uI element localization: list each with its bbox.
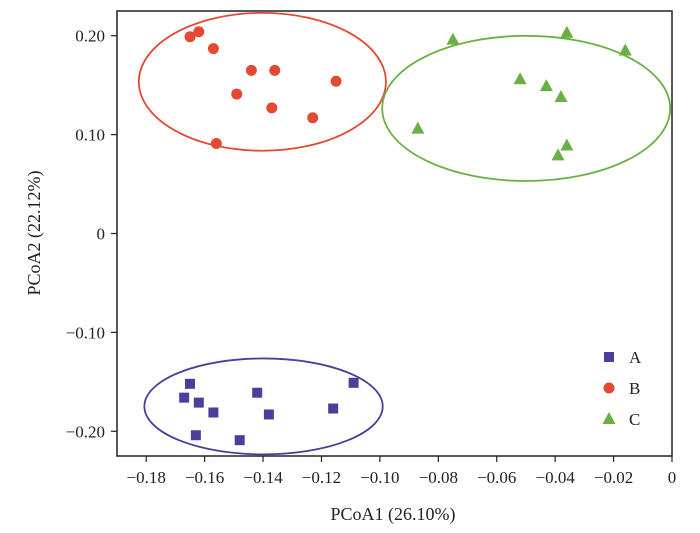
y-tick-label: 0.20 [75,27,105,46]
x-tick-label: −0.08 [419,468,458,487]
x-tick-label: −0.12 [302,468,341,487]
y-tick-label: −0.10 [66,323,105,342]
legend: ABC [602,348,642,429]
legend-label-a: A [629,348,642,367]
point-a [328,403,339,414]
point-c [560,138,574,151]
point-a [185,378,196,389]
y-tick-label: 0.10 [75,126,105,145]
x-tick-label: −0.14 [243,468,283,487]
point-a [190,430,201,441]
legend-label-b: B [629,379,640,398]
point-a [193,397,204,408]
point-a [179,392,190,403]
point-a [348,377,359,388]
point-b [184,31,196,43]
y-tick-label: 0 [97,225,106,244]
x-tick-label: −0.16 [185,468,224,487]
point-c [411,121,425,134]
point-b [307,112,319,124]
point-a [234,435,245,446]
point-c [446,32,460,45]
point-b [266,102,278,114]
point-b [330,75,342,87]
x-tick-label: −0.10 [360,468,399,487]
x-tick-label: 0 [668,468,677,487]
legend-marker-b [603,382,615,394]
point-c [560,25,574,38]
y-tick-label: −0.20 [66,422,105,441]
ellipse-c [381,34,672,182]
point-c [539,79,553,92]
point-c [618,43,632,56]
point-c [513,72,527,85]
point-a [252,387,263,398]
x-tick-label: −0.06 [477,468,516,487]
point-b [245,64,257,76]
point-a [263,409,274,420]
point-a [208,407,219,418]
x-tick-label: −0.18 [127,468,166,487]
ellipse-b [137,11,387,152]
point-b [231,88,243,100]
point-b [207,43,219,55]
x-tick-label: −0.02 [594,468,633,487]
point-c [551,148,565,161]
legend-marker-a [604,352,614,362]
y-axis: 0.20 0.10 0 −0.10 −0.20 [66,27,117,441]
point-b [193,26,205,38]
x-axis: −0.18 −0.16 −0.14 −0.12 −0.10 −0.08 −0.06 −0.04… [127,456,677,487]
point-c [554,90,568,103]
legend-label-c: C [629,410,640,429]
plot-area [116,10,673,457]
ellipse-a [143,357,384,456]
y-axis-label: PCoA2 (22.12%) [24,170,45,295]
point-b [269,64,281,76]
x-axis-label: PCoA1 (26.10%) [331,504,456,525]
point-b [210,138,222,150]
legend-marker-c [602,412,616,424]
x-tick-label: −0.04 [535,468,575,487]
